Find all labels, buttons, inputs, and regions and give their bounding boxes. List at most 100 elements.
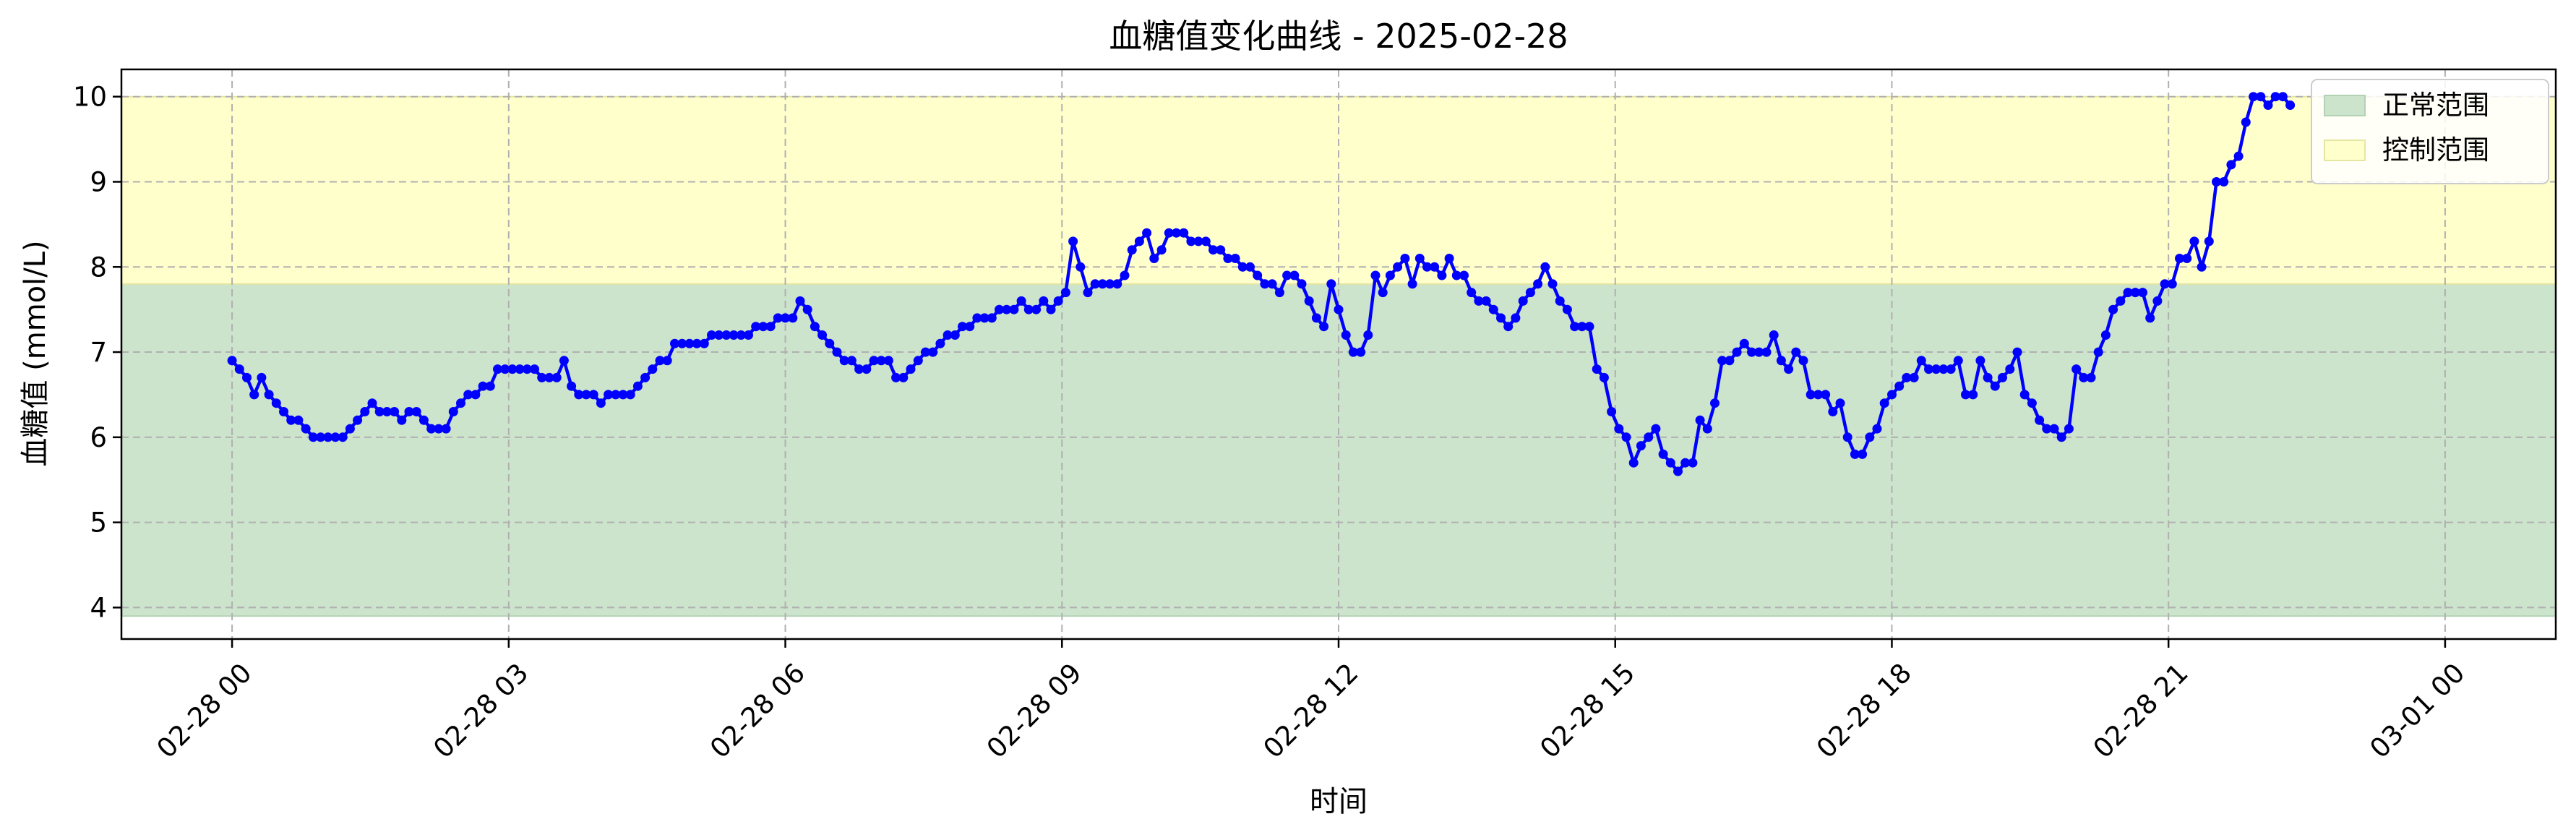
data-point-276	[2263, 100, 2273, 110]
data-point-143	[1282, 270, 1292, 280]
data-point-140	[1260, 279, 1270, 289]
data-point-170	[1481, 296, 1491, 306]
data-point-264	[2175, 254, 2184, 263]
data-point-226	[1894, 381, 1905, 391]
data-point-193	[1651, 424, 1661, 434]
data-point-277	[2270, 92, 2280, 102]
data-point-263	[2167, 279, 2177, 289]
data-point-122	[1127, 245, 1137, 255]
data-point-30	[448, 407, 458, 416]
data-point-43	[544, 372, 554, 382]
data-point-7	[279, 407, 288, 416]
data-point-160	[1407, 279, 1417, 289]
data-point-235	[1961, 390, 1970, 400]
data-point-253	[2093, 347, 2103, 357]
data-point-62	[684, 338, 695, 348]
data-point-252	[2086, 372, 2096, 382]
data-point-92	[906, 364, 916, 374]
data-point-148	[1319, 322, 1329, 332]
data-point-161	[1414, 254, 1425, 263]
data-point-75	[781, 313, 790, 323]
data-point-259	[2138, 288, 2147, 298]
data-point-57	[648, 364, 658, 374]
y-axis-ticks: 4 5 6 7 8 9 10	[73, 82, 121, 623]
data-point-158	[1393, 262, 1403, 272]
data-point-225	[1887, 390, 1897, 400]
data-point-13	[323, 432, 333, 442]
data-point-249	[2064, 424, 2074, 434]
legend-box	[2311, 79, 2549, 184]
x-tick-label-8: 03-01 00	[2364, 657, 2470, 764]
data-point-204	[1732, 347, 1742, 357]
data-point-31	[456, 398, 465, 408]
data-point-145	[1297, 279, 1307, 289]
data-point-243	[2019, 390, 2030, 400]
data-point-256	[2116, 296, 2126, 306]
data-point-248	[2056, 432, 2066, 442]
data-point-28	[434, 424, 444, 434]
data-point-238	[1983, 372, 1993, 382]
data-point-176	[1525, 288, 1535, 298]
data-point-279	[2285, 100, 2296, 110]
data-point-245	[2035, 415, 2045, 425]
data-point-61	[677, 338, 687, 348]
data-point-9	[293, 415, 304, 425]
data-point-40	[522, 364, 532, 374]
data-point-239	[1990, 381, 2000, 391]
data-point-271	[2226, 160, 2236, 170]
data-point-205	[1739, 338, 1749, 348]
data-point-265	[2182, 254, 2192, 263]
data-point-42	[537, 372, 547, 382]
data-point-130	[1186, 236, 1196, 247]
data-point-266	[2189, 236, 2199, 247]
data-point-20	[374, 407, 385, 416]
data-point-278	[2277, 92, 2288, 102]
data-point-172	[1496, 313, 1506, 323]
data-point-177	[1533, 279, 1543, 289]
data-point-162	[1422, 262, 1432, 272]
data-point-133	[1208, 245, 1218, 255]
data-point-231	[1931, 364, 1941, 374]
data-point-220	[1850, 449, 1860, 459]
data-point-270	[2219, 177, 2229, 187]
data-point-131	[1193, 236, 1203, 247]
data-point-217	[1828, 407, 1838, 416]
legend-swatch-0	[2324, 95, 2366, 116]
data-point-212	[1791, 347, 1801, 357]
data-point-114	[1068, 236, 1078, 247]
data-point-56	[640, 372, 651, 382]
data-point-78	[802, 304, 812, 314]
data-point-116	[1083, 288, 1093, 298]
data-point-232	[1939, 364, 1949, 374]
y-tick-label-0: 4	[90, 592, 107, 623]
data-point-188	[1614, 424, 1624, 434]
data-point-187	[1607, 407, 1617, 416]
data-point-48	[581, 390, 591, 400]
data-point-94	[921, 347, 930, 357]
data-point-118	[1097, 279, 1107, 289]
data-point-71	[751, 322, 761, 332]
data-point-74	[773, 313, 783, 323]
data-point-156	[1378, 288, 1388, 298]
data-point-104	[995, 304, 1004, 314]
data-point-44	[551, 372, 562, 382]
data-point-11	[308, 432, 318, 442]
data-point-29	[441, 424, 451, 434]
data-point-181	[1562, 304, 1572, 314]
data-point-19	[367, 398, 377, 408]
data-point-275	[2256, 92, 2266, 102]
data-point-38	[507, 364, 518, 374]
data-point-221	[1858, 449, 1868, 459]
data-point-246	[2042, 424, 2052, 434]
data-point-178	[1540, 262, 1550, 272]
data-point-111	[1046, 304, 1056, 314]
x-tick-label-1: 02-28 03	[427, 657, 534, 764]
data-point-129	[1179, 228, 1189, 238]
data-point-27	[426, 424, 437, 434]
data-point-36	[493, 364, 502, 374]
data-point-159	[1400, 254, 1410, 263]
data-point-200	[1702, 424, 1712, 434]
series-points-layer	[227, 92, 2296, 476]
data-point-201	[1710, 398, 1720, 408]
